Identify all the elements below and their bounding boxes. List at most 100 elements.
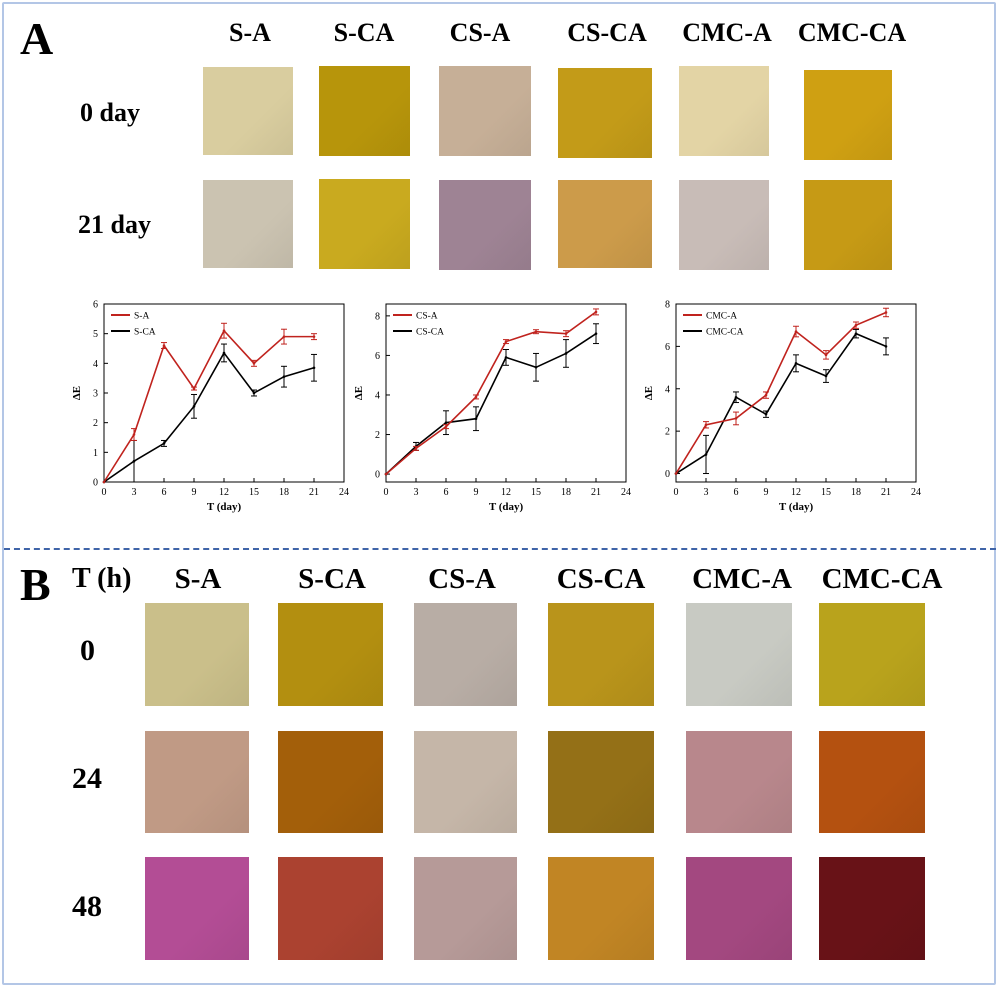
y-tick-label: 2 [665,427,670,438]
legend-label: CMC-CA [706,328,744,338]
panel-a-swatch-r0-c3 [558,68,652,158]
x-tick-label: 15 [531,487,541,498]
panel-b-row-24h: 24 [72,762,102,795]
panel-b-swatch-r2-c3 [548,857,654,960]
panel-b-swatch-r2-c5 [819,857,925,960]
data-point [162,442,166,445]
y-tick-label: 0 [665,469,670,480]
x-tick-label: 0 [102,487,107,498]
panel-a-row-21-day: 21 day [78,210,151,239]
series-line-cmc-a [675,311,887,474]
x-tick-label: 9 [764,487,769,498]
y-tick-label: 8 [375,311,380,322]
panel-a-swatch-r1-c2 [439,180,531,270]
data-point [824,374,828,378]
panel-b-column-cmc-a: CMC-A [692,563,792,595]
panel-a-swatch-r0-c4 [679,66,769,156]
y-axis-label: ΔE [353,386,365,400]
data-point [444,425,448,428]
panel-a-column-cs-a: CS-A [449,18,511,47]
data-point [384,472,388,476]
panel-b-column-cs-ca: CS-CA [556,563,646,595]
data-point [594,332,598,335]
data-point [444,421,448,424]
legend-label: CMC-A [706,312,737,322]
panel-b-swatch-r0-c3 [548,603,654,706]
y-tick-label: 6 [375,351,380,362]
data-point [704,423,708,427]
y-axis-label: ΔE [71,386,83,400]
panel-b-letter: B [20,559,51,610]
data-point [222,351,226,355]
data-point [474,395,478,399]
data-point [854,323,858,327]
panel-a-swatch-r1-c3 [558,180,652,268]
y-tick-label: 2 [375,430,380,441]
panel-a-swatch-r0-c0 [203,67,293,155]
panel-a-swatch-r1-c0 [203,180,293,268]
x-tick-label: 24 [911,487,921,498]
panel-a-column-s-ca: S-CA [333,18,395,47]
panel-b-swatch-r1-c4 [686,731,792,833]
x-tick-label: 6 [162,487,167,498]
panel-a-swatch-r1-c5 [804,180,892,270]
data-point [252,391,256,395]
y-tick-label: 8 [665,300,670,311]
panel-b-row-0h: 0 [80,634,95,667]
x-axis-label: T (day) [207,501,242,513]
data-point [794,362,798,365]
x-tick-label: 24 [621,487,631,498]
x-tick-label: 3 [704,487,709,498]
panel-b-swatch-r0-c4 [686,603,792,706]
data-point [222,329,226,332]
y-tick-label: 4 [375,390,380,401]
legend-label: CS-CA [416,328,444,338]
data-point [504,356,508,359]
data-point [764,393,768,397]
y-axis-label: ΔE [643,386,655,400]
panel-b-swatch-r2-c0 [145,857,249,960]
legend-label: S-CA [134,328,156,338]
y-tick-label: 2 [93,418,98,429]
x-tick-label: 3 [132,487,137,498]
data-point [102,480,106,484]
data-point [534,330,538,333]
data-point [564,352,568,355]
data-point [734,395,738,399]
panel-a-column-cmc-a: CMC-A [682,18,772,47]
x-tick-label: 6 [444,487,449,498]
x-tick-label: 15 [821,487,831,498]
panel-b-column-s-ca: S-CA [298,563,366,595]
data-point [764,412,768,416]
panel-a-letter: A [20,13,54,64]
data-point [132,433,136,436]
x-tick-label: 21 [881,487,891,498]
panel-b-row-48h: 48 [72,890,102,923]
panel-b-column-s-a: S-A [174,563,222,595]
x-tick-label: 18 [851,487,861,498]
data-point [162,344,166,347]
series-line-cs-a [385,311,597,475]
data-point [734,417,738,420]
panel-b-swatch-r1-c5 [819,731,925,833]
data-point [674,472,678,475]
data-point [884,345,888,348]
x-tick-label: 12 [219,487,229,498]
x-tick-label: 0 [384,487,389,498]
x-tick-label: 12 [501,487,511,498]
y-tick-label: 5 [93,329,98,340]
series-line-cs-ca [385,332,597,475]
data-point [534,365,538,369]
data-point [794,330,798,333]
data-point [824,353,828,357]
data-point [854,332,858,335]
x-tick-label: 6 [734,487,739,498]
data-point [312,366,316,370]
panel-b-corner-label: T (h) [72,563,132,594]
panel-b-swatch-r2-c1 [278,857,383,960]
data-point [504,340,508,343]
data-point [884,311,888,314]
